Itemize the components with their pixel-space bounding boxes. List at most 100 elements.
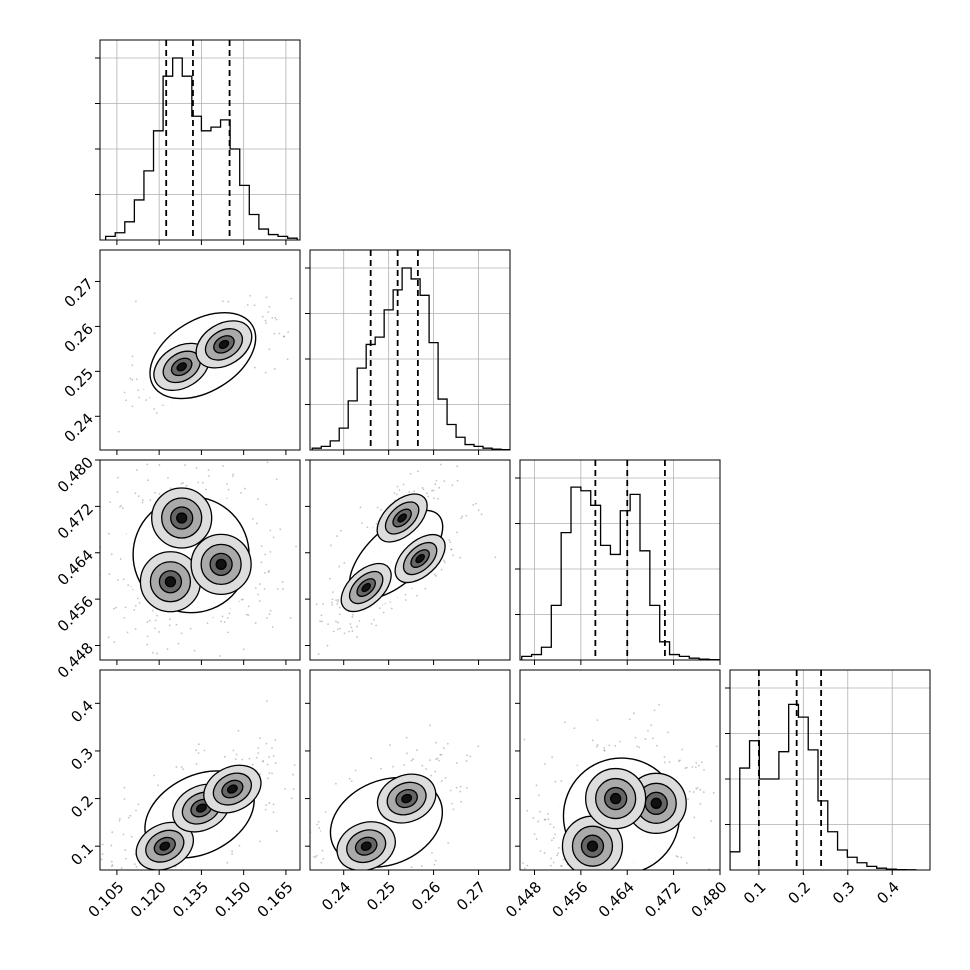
sample-point bbox=[155, 412, 158, 414]
sample-point bbox=[268, 348, 271, 351]
sample-point bbox=[676, 855, 679, 858]
sample-point bbox=[254, 587, 257, 589]
density-fill bbox=[320, 769, 453, 870]
sample-point bbox=[207, 469, 210, 472]
sample-point bbox=[699, 788, 702, 791]
sample-point bbox=[331, 598, 334, 601]
x-tick-label: 0.24 bbox=[318, 878, 354, 914]
x-tick-label: 0.456 bbox=[549, 878, 592, 921]
sample-point bbox=[122, 833, 125, 836]
sample-point bbox=[271, 626, 274, 629]
contour-level bbox=[176, 362, 187, 372]
sample-point bbox=[694, 766, 697, 769]
sample-point bbox=[117, 579, 119, 582]
sample-point bbox=[538, 810, 541, 813]
sample-point bbox=[681, 748, 684, 751]
sample-point bbox=[125, 456, 127, 458]
sample-point bbox=[125, 857, 127, 860]
sample-point bbox=[684, 767, 687, 770]
y-tick-label: 0.24 bbox=[61, 410, 97, 446]
sample-point bbox=[146, 643, 149, 646]
y-tick-label: 0.464 bbox=[54, 546, 97, 589]
sample-point bbox=[318, 827, 321, 829]
sample-point bbox=[129, 377, 132, 380]
sample-point bbox=[349, 623, 352, 625]
sample-point bbox=[603, 749, 606, 752]
sample-point bbox=[380, 767, 382, 770]
sample-point bbox=[231, 475, 234, 478]
sample-point bbox=[273, 332, 276, 335]
sample-point bbox=[370, 757, 373, 760]
sample-point bbox=[550, 839, 553, 842]
sample-point bbox=[266, 461, 269, 464]
sample-point bbox=[253, 366, 256, 369]
sample-point bbox=[297, 647, 299, 649]
sample-point bbox=[687, 798, 689, 800]
sample-point bbox=[109, 873, 111, 875]
sample-point bbox=[222, 465, 225, 467]
sample-point bbox=[265, 617, 268, 619]
sample-point bbox=[392, 765, 394, 768]
sample-point bbox=[378, 607, 381, 610]
sample-point bbox=[614, 745, 617, 747]
sample-point bbox=[110, 860, 113, 863]
sample-point bbox=[147, 479, 150, 482]
sample-point bbox=[197, 752, 200, 755]
sample-point bbox=[104, 877, 106, 879]
sample-point bbox=[269, 550, 272, 553]
sample-point bbox=[251, 518, 254, 520]
sample-point bbox=[223, 621, 226, 623]
sample-point bbox=[335, 599, 338, 601]
density-area bbox=[117, 294, 293, 433]
sample-point bbox=[409, 472, 412, 475]
sample-point bbox=[421, 486, 424, 489]
sample-point bbox=[226, 483, 228, 485]
sample-point bbox=[652, 872, 654, 874]
sample-point bbox=[123, 786, 126, 789]
sample-point bbox=[697, 764, 700, 767]
sample-point bbox=[265, 700, 268, 703]
x-tick-label: 0.25 bbox=[363, 878, 399, 914]
sample-point bbox=[459, 556, 462, 559]
sample-point bbox=[667, 731, 669, 734]
sample-point bbox=[477, 745, 480, 748]
sample-point bbox=[494, 556, 497, 559]
sample-point bbox=[474, 502, 477, 505]
sample-point bbox=[379, 879, 381, 881]
sample-point bbox=[644, 871, 646, 873]
sample-point bbox=[175, 766, 178, 768]
sample-point bbox=[265, 296, 268, 299]
sample-point bbox=[332, 876, 334, 878]
sample-point bbox=[408, 491, 411, 493]
sample-point bbox=[124, 849, 127, 852]
sample-point bbox=[269, 529, 272, 532]
sample-point bbox=[144, 871, 146, 873]
hist-p2-histogram bbox=[515, 459, 721, 665]
sample-point bbox=[263, 588, 266, 590]
sample-point bbox=[712, 791, 715, 794]
sample-point bbox=[450, 548, 453, 551]
sample-point bbox=[416, 749, 418, 752]
contour-level bbox=[415, 553, 425, 564]
sample-point bbox=[151, 609, 154, 612]
sample-point bbox=[692, 791, 695, 793]
sample-point bbox=[734, 776, 736, 778]
sample-point bbox=[113, 641, 116, 643]
sample-point bbox=[598, 882, 600, 884]
sample-point bbox=[700, 761, 703, 764]
sample-point bbox=[131, 364, 134, 367]
sample-point bbox=[449, 541, 452, 544]
sample-point bbox=[241, 598, 244, 601]
sample-point bbox=[326, 644, 329, 647]
pair-p1-p0-density: 0.24 0.25 0.26 0.27 bbox=[61, 249, 301, 455]
sample-point bbox=[703, 768, 705, 771]
sample-point bbox=[320, 614, 323, 617]
sample-point bbox=[459, 785, 462, 788]
sample-point bbox=[326, 879, 328, 881]
sample-point bbox=[403, 764, 406, 766]
sample-point bbox=[304, 863, 306, 865]
sample-point bbox=[126, 871, 128, 873]
sample-point bbox=[195, 467, 198, 469]
density-area bbox=[297, 460, 497, 655]
sample-point bbox=[416, 470, 419, 473]
